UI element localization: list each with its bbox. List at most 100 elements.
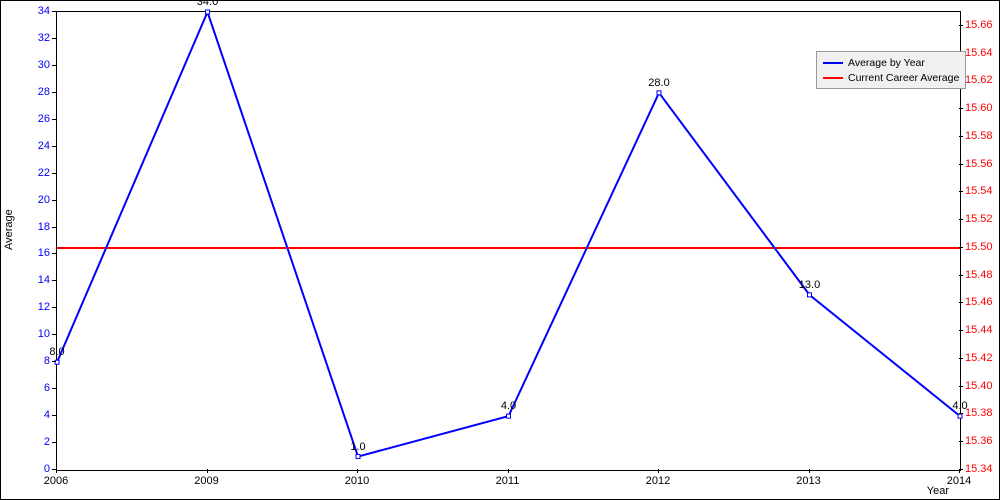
y-left-tick-label: 24 — [38, 140, 50, 152]
y-left-tick-label: 34 — [38, 5, 50, 17]
y-left-tick-label: 16 — [38, 247, 50, 259]
data-marker — [507, 414, 511, 418]
y-left-tick-label: 26 — [38, 113, 50, 125]
y-left-tick-label: 4 — [44, 409, 50, 421]
y-right-tick-mark — [959, 330, 963, 331]
legend-item: Average by Year — [823, 55, 959, 70]
y-left-tick-mark — [52, 200, 56, 201]
y-right-tick-mark — [959, 247, 963, 248]
y-left-tick-mark — [52, 38, 56, 39]
y-left-tick-label: 18 — [38, 221, 50, 233]
y-left-tick-mark — [52, 173, 56, 174]
data-point-label: 4.0 — [501, 400, 516, 412]
y-left-tick-label: 0 — [44, 463, 50, 475]
data-point-label: 1.0 — [350, 441, 365, 453]
y-right-tick-mark — [959, 108, 963, 109]
x-tick-mark — [357, 469, 358, 473]
y-left-tick-mark — [52, 361, 56, 362]
x-tick-mark — [959, 469, 960, 473]
y-left-tick-label: 10 — [38, 328, 50, 340]
y-right-tick-label: 15.56 — [965, 158, 993, 170]
y-left-tick-label: 12 — [38, 301, 50, 313]
x-tick-label: 2009 — [194, 475, 218, 487]
y-right-tick-mark — [959, 219, 963, 220]
y-right-tick-label: 15.38 — [965, 407, 993, 419]
data-marker — [206, 10, 210, 14]
y-left-tick-label: 28 — [38, 86, 50, 98]
y-right-tick-mark — [959, 358, 963, 359]
x-tick-mark — [658, 469, 659, 473]
y-right-tick-mark — [959, 25, 963, 26]
legend-swatch — [823, 77, 843, 79]
y-right-tick-mark — [959, 302, 963, 303]
y-right-tick-mark — [959, 275, 963, 276]
y-right-tick-label: 15.60 — [965, 102, 993, 114]
y-right-tick-label: 15.42 — [965, 352, 993, 364]
legend-label: Average by Year — [848, 57, 925, 69]
legend-label: Current Career Average — [848, 72, 959, 84]
y-left-tick-label: 30 — [38, 59, 50, 71]
y-right-tick-mark — [959, 164, 963, 165]
y-right-tick-label: 15.58 — [965, 130, 993, 142]
y-left-tick-mark — [52, 442, 56, 443]
x-tick-label: 2011 — [496, 475, 520, 487]
y-left-tick-mark — [52, 280, 56, 281]
y-left-tick-label: 14 — [38, 274, 50, 286]
y-right-tick-label: 15.44 — [965, 324, 993, 336]
y-right-tick-label: 15.34 — [965, 463, 993, 475]
y-left-tick-mark — [52, 334, 56, 335]
x-axis: 2006200920102011201220132014 — [56, 469, 961, 499]
y-right-tick-label: 15.36 — [965, 435, 993, 447]
x-tick-mark — [207, 469, 208, 473]
y-right-tick-label: 15.48 — [965, 269, 993, 281]
y-left-tick-mark — [52, 227, 56, 228]
y-right-tick-label: 15.54 — [965, 185, 993, 197]
data-point-label: 28.0 — [648, 77, 669, 89]
y-left-tick-label: 20 — [38, 194, 50, 206]
y-right-tick-label: 15.46 — [965, 296, 993, 308]
x-tick-label: 2012 — [646, 475, 670, 487]
x-axis-label: Year — [927, 485, 949, 497]
y-left-tick-label: 2 — [44, 436, 50, 448]
x-tick-label: 2014 — [947, 475, 971, 487]
x-tick-mark — [56, 469, 57, 473]
data-point-label: 13.0 — [799, 279, 820, 291]
y-left-tick-mark — [52, 65, 56, 66]
x-tick-label: 2013 — [796, 475, 820, 487]
y-left-tick-mark — [52, 119, 56, 120]
data-marker — [808, 293, 812, 297]
y-left-tick-mark — [52, 388, 56, 389]
x-tick-mark — [809, 469, 810, 473]
y-left-tick-label: 32 — [38, 32, 50, 44]
y-axis-label: Average — [3, 209, 15, 250]
y-right-tick-mark — [959, 136, 963, 137]
x-tick-mark — [508, 469, 509, 473]
y-left-tick-mark — [52, 415, 56, 416]
data-point-label: 34.0 — [197, 0, 218, 8]
y-right-tick-mark — [959, 441, 963, 442]
y-left-tick-label: 6 — [44, 382, 50, 394]
legend: Average by Year Current Career Average — [816, 51, 966, 89]
data-marker — [356, 455, 360, 459]
y-right-tick-label: 15.66 — [965, 19, 993, 31]
data-marker — [657, 91, 661, 95]
y-left-tick-mark — [52, 92, 56, 93]
y-right-tick-label: 15.40 — [965, 380, 993, 392]
y-left-tick-mark — [52, 11, 56, 12]
x-tick-label: 2010 — [345, 475, 369, 487]
y-right-tick-mark — [959, 413, 963, 414]
y-left-tick-mark — [52, 146, 56, 147]
legend-item: Current Career Average — [823, 70, 959, 85]
y-right-tick-label: 15.62 — [965, 74, 993, 86]
y-left-tick-mark — [52, 253, 56, 254]
y-left-tick-label: 22 — [38, 167, 50, 179]
y-right-tick-mark — [959, 386, 963, 387]
y-right-tick-label: 15.52 — [965, 213, 993, 225]
x-tick-label: 2006 — [44, 475, 68, 487]
y-right-tick-mark — [959, 191, 963, 192]
y-right-tick-label: 15.50 — [965, 241, 993, 253]
legend-swatch — [823, 62, 843, 64]
y-left-tick-mark — [52, 307, 56, 308]
y-left-tick-label: 8 — [44, 355, 50, 367]
y-right-tick-label: 15.64 — [965, 47, 993, 59]
